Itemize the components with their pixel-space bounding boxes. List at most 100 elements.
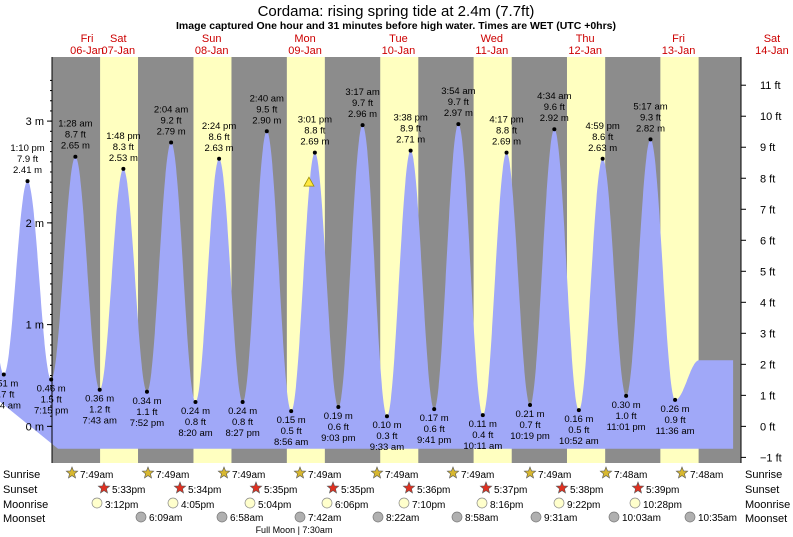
low-tide-label: 9:41 pm (417, 435, 451, 446)
low-tide-point (193, 399, 198, 404)
moonset-time: 10:03am (622, 513, 661, 524)
current-level-marker (303, 176, 315, 187)
day-weekday-label: Fri (81, 33, 94, 45)
low-tide-label: 10:19 pm (510, 431, 550, 442)
low-tide-label: 7:52 pm (130, 418, 164, 429)
high-tide-label: 9.7 ft (352, 98, 373, 109)
sunset-icon (402, 481, 416, 494)
low-tide-label: 1.7 ft (0, 389, 15, 400)
moonset-time: 8:58am (465, 513, 498, 524)
low-tide-label: 0.30 m (612, 400, 641, 411)
low-tide-label: 1.5 ft (41, 395, 62, 406)
high-tide-point (504, 150, 509, 155)
plot-area: 0.60 m2.0 ft6:35 pm12:49 am8.2 ft2.49 m0… (0, 57, 741, 463)
sunrise-time: 7:49am (232, 470, 265, 481)
high-tide-label: 2:24 pm (202, 121, 236, 132)
sunset-time: 5:35pm (264, 485, 297, 496)
moonset-icon (608, 511, 620, 523)
low-tide-label: 0.10 m (372, 420, 401, 431)
day-date-label: 13-Jan (662, 45, 696, 57)
day-date-label: 08-Jan (195, 45, 229, 57)
low-tide-label: 0.36 m (85, 394, 114, 405)
high-tide-point (360, 123, 365, 128)
high-tide-point (408, 148, 413, 153)
y-tick-label-ft: 10 ft (760, 111, 781, 123)
low-tide-label: 11:36 am (656, 426, 695, 437)
low-tide-label: 0.24 m (228, 406, 257, 417)
high-tide-label: 9.2 ft (161, 115, 182, 126)
low-tide-label: 0.9 ft (665, 415, 686, 426)
chart-subtitle: Image captured One hour and 31 minutes b… (176, 20, 616, 32)
y-tick-label-m: 1 m (26, 320, 44, 332)
sunrise-time: 7:49am (156, 470, 189, 481)
high-tide-label: 7.9 ft (17, 154, 38, 165)
high-tide-label: 2.63 m (205, 143, 234, 154)
low-tide-point (384, 414, 389, 419)
moonrise-time: 6:06pm (335, 500, 368, 511)
low-tide-label: 0.26 m (661, 404, 690, 415)
sunrise-icon (141, 466, 155, 479)
moonrise-icon (553, 497, 565, 509)
low-tide-point (432, 407, 437, 412)
moonrise-time: 5:04pm (258, 500, 291, 511)
high-tide-label: 8.9 ft (400, 124, 421, 135)
low-tide-point (673, 397, 678, 402)
sunset-row-label-left: Sunset (3, 484, 37, 496)
high-tide-label: 2.97 m (444, 108, 473, 119)
moonrise-time: 3:12pm (105, 500, 138, 511)
sunrise-icon (293, 466, 307, 479)
moonrise-icon (244, 497, 256, 509)
moonset-time: 6:58am (230, 513, 263, 524)
y-tick-label-m: 3 m (26, 116, 44, 128)
high-tide-label: 1:48 pm (106, 131, 140, 142)
sunrise-icon (65, 466, 79, 479)
low-tide-point (49, 377, 54, 382)
low-tide-label: 0.15 m (277, 415, 306, 426)
low-tide-label: 8:56 am (274, 437, 308, 448)
high-tide-label: 9.3 ft (640, 112, 661, 123)
high-tide-label: 3:54 am (441, 86, 475, 97)
low-tide-label: 0.21 m (515, 409, 544, 420)
high-tide-label: 3:38 pm (393, 113, 427, 124)
high-tide-point (73, 154, 78, 159)
day-labels: Fri06-JanSat07-JanSun08-JanMon09-JanTue1… (70, 33, 789, 57)
moonset-icon (135, 511, 147, 523)
moonrise-time: 7:10pm (412, 500, 445, 511)
y-tick-label-ft: 2 ft (760, 359, 775, 371)
moonrise-icon (629, 497, 641, 509)
low-tide-label: 9:03 pm (321, 433, 355, 444)
high-tide-label: 9.6 ft (544, 102, 565, 113)
sunset-row-label-right: Sunset (745, 484, 779, 496)
low-tide-label: 7:43 am (83, 416, 117, 427)
day-weekday-label: Thu (576, 33, 595, 45)
low-tide-point (336, 405, 341, 410)
sunrise-icon (523, 466, 537, 479)
day-weekday-label: Tue (389, 33, 408, 45)
high-tide-label: 2.65 m (61, 141, 90, 152)
high-tide-label: 2.69 m (300, 137, 329, 148)
day-weekday-label: Sun (202, 33, 222, 45)
y-tick-label-ft: 0 ft (760, 421, 775, 433)
high-tide-label: 2.82 m (636, 123, 665, 134)
sunset-icon (555, 481, 569, 494)
high-tide-label: 2:40 am (250, 93, 284, 104)
moonrise-icon (476, 497, 488, 509)
moonset-time: 7:42am (308, 513, 341, 524)
low-tide-point (97, 387, 102, 392)
low-tide-label: 9:33 am (370, 442, 404, 453)
high-tide-label: 8.6 ft (592, 132, 613, 143)
low-tide-label: 0.24 m (181, 406, 210, 417)
high-tide-label: 8.7 ft (65, 130, 86, 141)
moonrise-time: 9:22pm (567, 500, 600, 511)
day-date-label: 06-Jan (70, 45, 104, 57)
moonrise-row-label-right: Moonrise (745, 499, 790, 511)
low-tide-label: 1.2 ft (89, 405, 110, 416)
high-tide-label: 8.3 ft (113, 142, 134, 153)
high-tide-label: 9.7 ft (448, 97, 469, 108)
high-tide-label: 4:34 am (537, 91, 571, 102)
high-tide-label: 4:59 pm (585, 121, 619, 132)
high-tide-point (648, 137, 653, 142)
sunrise-time: 7:49am (80, 470, 113, 481)
low-tide-point (528, 403, 533, 407)
y-tick-label-ft: 7 ft (760, 204, 775, 216)
